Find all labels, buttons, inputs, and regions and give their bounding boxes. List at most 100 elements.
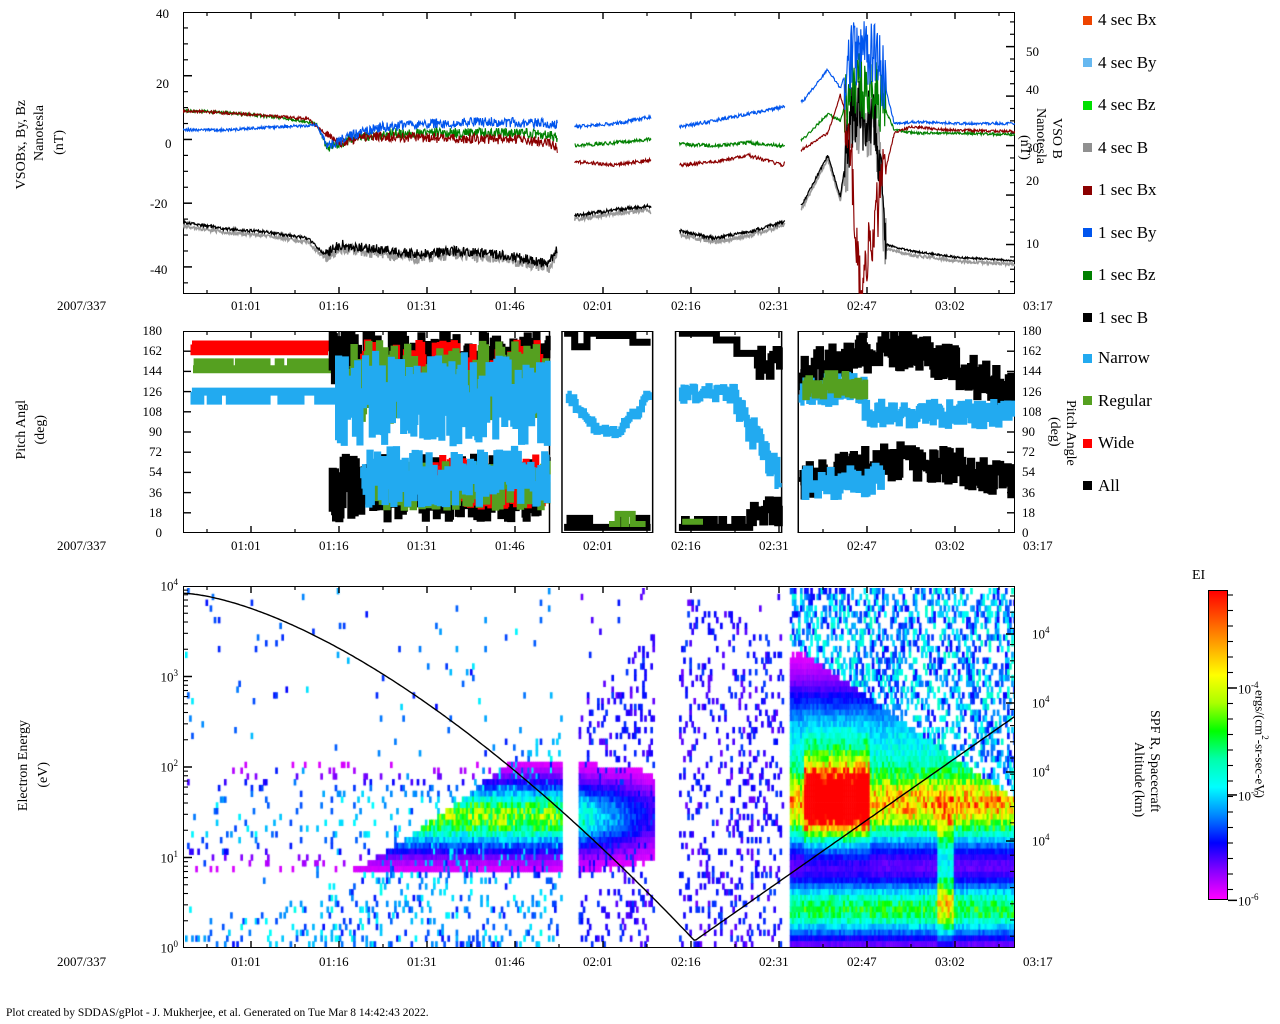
xtick-label: 03:02 [935,538,965,553]
spec-ytick-left-group: 104 103 102 101 100 [140,577,184,955]
legend-mag-4-sec-b[interactable]: 4 sec B [1083,138,1148,158]
legend-label: Regular [1098,390,1152,410]
legend-mag-1-sec-bx[interactable]: 1 sec Bx [1083,180,1157,200]
spec-ytick-left: 101 [160,848,179,865]
spec-ytick-right: 104 [1032,694,1050,711]
legend-label: Narrow [1098,348,1150,367]
mag-ylabel-left-nt: (nT) [52,130,67,155]
pitch-ytick-right: 90 [1022,424,1035,439]
spec-ytick-right: 104 [1032,763,1050,780]
pitch-ytick-left: 0 [155,525,163,540]
legend-label: 1 sec B [1098,307,1149,327]
plot-caption: Plot created by SDDAS/gPlot - J. Mukherj… [6,1007,429,1019]
cbar-unit-exponent: 2 [1260,735,1270,740]
xtick-label: 02:16 [671,954,701,969]
pitch-ylabel-right-units: (deg) [1047,417,1062,447]
xtick-label: 01:01 [231,954,261,969]
xtick-label: 02:47 [847,538,877,553]
legend-label: 1 sec By [1098,222,1157,242]
xtick-label: 03:17 [1023,538,1053,553]
xtick-label: 01:46 [495,538,525,553]
spec-ytick-right-group: 104 104 104 104 [1020,586,1068,948]
spec-ylabel-left: Electron Energy [16,720,31,812]
pitch-ytick-right: 36 [1022,484,1035,500]
xtick-label: 02:01 [583,954,613,969]
pitch-ytick-left-group: 180 162 144 126 108 90 72 54 36 18 0 [118,323,176,540]
spec-date-label: 2007/337 [57,954,107,969]
legend-mag-1-sec-bz[interactable]: 1 sec Bz [1083,265,1156,285]
xtick-label: 01:46 [495,954,525,969]
legend-color-swatch [1083,481,1092,490]
mag-ylabel-left: VSOBx, By, Bz [14,100,29,190]
pitch-ytick-right: 144 [1022,363,1042,379]
legend-mag-1-sec-by[interactable]: 1 sec By [1083,223,1157,243]
legend-color-swatch [1083,438,1092,448]
legend-label: Wide [1098,433,1135,452]
xtick-label: 02:01 [583,538,613,553]
pitch-plot-canvas [183,331,1015,533]
spec-ytick-left: 103 [160,667,179,684]
legend-pitch-regular[interactable]: Regular [1083,391,1152,411]
pitch-ytick-right-group: 180 162 144 126 108 90 72 54 36 18 0 [1022,323,1072,540]
legend-mag-4-sec-bz[interactable]: 4 sec Bz [1083,95,1156,115]
xtick-label: 01:16 [319,298,349,313]
mag-ytick-left-4: -40 [150,262,168,277]
legend-mag-4-sec-bx[interactable]: 4 sec Bx [1083,10,1157,30]
legend-pitch-all[interactable]: All [1083,476,1120,496]
legend-label: 1 sec Bz [1098,265,1156,284]
pitch-ytick-right: 18 [1022,504,1035,520]
mag-ylabel-left-units: Nanotesla [32,105,47,161]
legend-color-swatch [1083,313,1092,322]
mag-ylabel-right-units: Nanotesla [1033,108,1048,164]
legend-color-swatch [1083,396,1092,405]
colorbar-gradient [1208,590,1228,900]
xtick-label: 01:01 [231,298,261,313]
pitch-ytick-left: 144 [142,363,163,379]
mag-xtick-labels: 01:01 01:16 01:31 01:46 02:01 02:16 02:31 02:47… [183,298,1053,316]
legend-label: 4 sec Bx [1098,10,1157,29]
mag-ylabel-right-nt: (nT) [1017,135,1032,160]
spec-ytick-right: 104 [1032,625,1050,642]
spec-xtick-labels: 01:01 01:16 01:31 01:46 02:01 02:16 02:31 02:47… [183,954,1053,972]
pitch-ylabel-left-units: (deg) [33,415,48,445]
pitch-ytick-right: 180 [1022,323,1042,338]
mag-ytick-right-2: 30 [1026,140,1039,155]
pitch-ytick-left: 18 [149,504,162,520]
mag-ytick-right-3: 20 [1026,173,1039,188]
pitch-ytick-right: 0 [1022,525,1029,540]
legend-label: 1 sec Bx [1098,180,1157,199]
legend-pitch-narrow[interactable]: Narrow [1083,348,1150,368]
legend-color-swatch [1083,15,1092,25]
xtick-label: 01:31 [407,954,437,969]
xtick-label: 02:31 [759,298,789,313]
legend-pitch-wide[interactable]: Wide [1083,433,1134,453]
mag-plot-canvas [183,12,1015,294]
mag-ytick-left-3: -20 [150,196,168,211]
xtick-label: 02:16 [671,298,701,313]
xtick-label: 01:46 [495,298,525,313]
spec-ytick-left: 100 [160,939,179,956]
legend-label: All [1098,475,1120,495]
xtick-label: 03:17 [1023,954,1053,969]
mag-ytick-right-4: 10 [1026,236,1039,251]
xtick-label: 01:16 [319,954,349,969]
pitch-ytick-right: 54 [1022,464,1035,480]
legend-color-swatch [1083,228,1092,237]
legend-mag-1-sec-b[interactable]: 1 sec B [1083,308,1148,328]
legend-mag-4-sec-by[interactable]: 4 sec By [1083,53,1157,73]
pitch-ytick-left: 72 [149,444,162,460]
xtick-label: 01:16 [319,538,349,553]
mag-ytick-right-1: 40 [1026,82,1039,97]
spec-ylabel-right-km: (km) [1131,790,1146,818]
pitch-ytick-left: 180 [142,323,163,338]
xtick-label: 02:01 [583,298,613,313]
legend-label: 4 sec B [1098,137,1149,157]
xtick-label: 02:47 [847,954,877,969]
colorbar-unit-label: ergs/(cm2-sr-sec-eV) [1252,690,1270,798]
pitch-ytick-right: 162 [1022,343,1042,359]
spec-ytick-left: 104 [160,577,179,594]
spec-ylabel-right: SPF R, Spacecraft [1147,710,1162,813]
xtick-label: 03:17 [1023,298,1053,313]
pitch-ytick-right: 108 [1022,403,1042,419]
pitch-date-label: 2007/337 [57,538,107,553]
